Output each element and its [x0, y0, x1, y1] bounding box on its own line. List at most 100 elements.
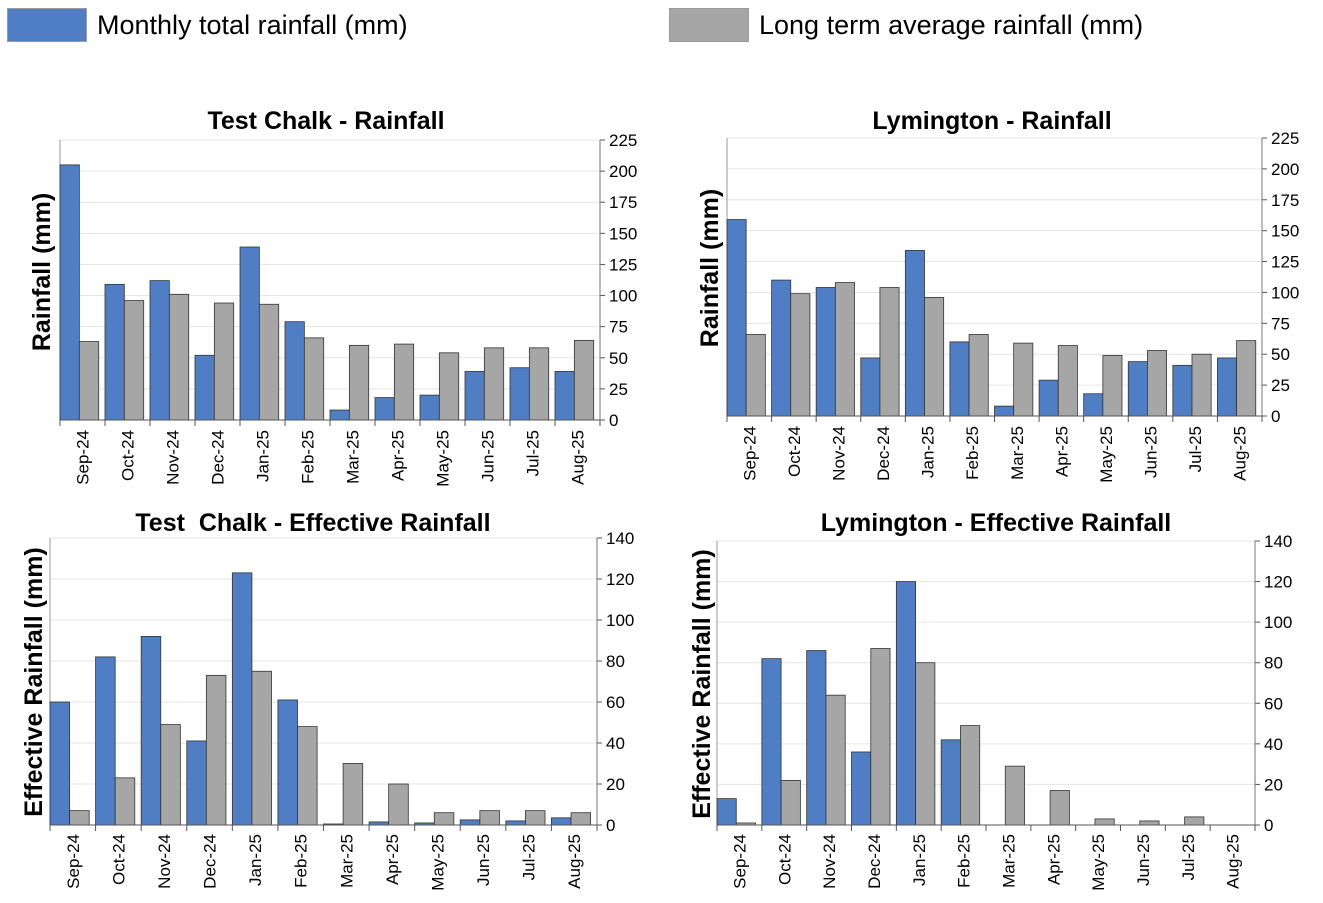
x-tick-label-jul-25: Jul-25 — [520, 834, 539, 880]
y-tick-label: 200 — [1271, 160, 1299, 179]
bar-average-may-25 — [1094, 818, 1115, 826]
bar-average-mar-25 — [1004, 765, 1025, 826]
x-tick-label-dec-24: Dec-24 — [209, 430, 228, 485]
y-axis-label: Effective Rainfall (mm) — [688, 549, 716, 819]
x-tick-label-dec-24: Dec-24 — [201, 834, 220, 889]
x-tick-label-aug-25: Aug-25 — [1224, 834, 1243, 889]
y-tick-label: 150 — [1271, 222, 1299, 241]
x-tick-label-may-25: May-25 — [428, 834, 447, 891]
chart-title: Lymington - Rainfall — [872, 107, 1111, 135]
y-tick-label: 100 — [606, 611, 634, 630]
x-tick-label-mar-25: Mar-25 — [1008, 426, 1027, 480]
legend-item-average: Long term average rainfall (mm) — [669, 7, 1143, 43]
bar-average-jun-25 — [1139, 820, 1160, 826]
bar-average-apr-25 — [1049, 790, 1070, 826]
y-tick-label: 100 — [609, 287, 637, 306]
y-tick-label: 0 — [1271, 407, 1280, 426]
x-tick-label-apr-25: Apr-25 — [1052, 426, 1071, 477]
y-axis-label: Rainfall (mm) — [696, 189, 724, 347]
y-axis-label: Rainfall (mm) — [28, 193, 56, 351]
x-tick-label-jul-25: Jul-25 — [1179, 834, 1198, 880]
legend: Monthly total rainfall (mm) Long term av… — [0, 0, 1323, 50]
x-tick-label-feb-25: Feb-25 — [963, 426, 982, 480]
bar-average-dec-24 — [870, 648, 891, 826]
x-tick-label-aug-25: Aug-25 — [569, 430, 588, 485]
x-tick-label-sep-24: Sep-24 — [64, 834, 83, 889]
y-tick-label: 50 — [609, 349, 628, 368]
x-tick-label-may-25: May-25 — [1097, 426, 1116, 483]
y-tick-label: 25 — [1271, 376, 1290, 395]
x-tick-label-jun-25: Jun-25 — [474, 834, 493, 886]
bar-average-jul-25 — [1184, 816, 1205, 826]
chart-title: Test Chalk - Rainfall — [207, 107, 444, 135]
y-tick-label: 0 — [609, 411, 618, 430]
x-tick-label-jan-25: Jan-25 — [254, 430, 273, 482]
x-tick-label-jan-25: Jan-25 — [919, 426, 938, 478]
y-tick-label: 60 — [606, 693, 625, 712]
x-tick-label-feb-25: Feb-25 — [299, 430, 318, 484]
x-tick-label-may-25: May-25 — [434, 430, 453, 487]
x-tick-label-may-25: May-25 — [1089, 834, 1108, 891]
y-tick-label: 40 — [606, 734, 625, 753]
bar-monthly-feb-25 — [940, 739, 961, 826]
legend-label-average: Long term average rainfall (mm) — [759, 9, 1144, 40]
y-axis-label: Effective Rainfall (mm) — [20, 547, 48, 817]
x-tick-label-oct-24: Oct-24 — [785, 426, 804, 477]
y-tick-label: 100 — [1271, 283, 1299, 302]
y-tick-label: 20 — [1264, 775, 1283, 794]
y-tick-label: 20 — [606, 775, 625, 794]
y-tick-label: 140 — [1264, 532, 1292, 551]
bar-monthly-oct-24 — [761, 658, 782, 826]
x-tick-label-apr-25: Apr-25 — [1044, 834, 1063, 885]
x-tick-label-sep-24: Sep-24 — [740, 426, 759, 481]
x-tick-label-nov-24: Nov-24 — [820, 834, 839, 889]
x-tick-label-jun-25: Jun-25 — [479, 430, 498, 482]
y-tick-label: 120 — [1264, 573, 1292, 592]
x-tick-label-mar-25: Mar-25 — [344, 430, 363, 484]
y-tick-label: 50 — [1271, 345, 1290, 364]
bar-monthly-sep-24 — [716, 798, 737, 826]
x-tick-label-oct-24: Oct-24 — [109, 834, 128, 885]
x-tick-label-nov-24: Nov-24 — [155, 834, 174, 889]
bar-average-feb-25 — [960, 725, 981, 826]
y-tick-label: 175 — [1271, 191, 1299, 210]
x-tick-label-jun-25: Jun-25 — [1134, 834, 1153, 886]
y-tick-label: 60 — [1264, 694, 1283, 713]
y-tick-label: 75 — [1271, 314, 1290, 333]
y-tick-label: 175 — [609, 193, 637, 212]
y-tick-label: 120 — [606, 570, 634, 589]
y-tick-label: 0 — [606, 816, 615, 835]
x-tick-label-aug-25: Aug-25 — [1231, 426, 1250, 481]
y-tick-label: 80 — [606, 652, 625, 671]
y-tick-label: 150 — [609, 224, 637, 243]
y-tick-label: 0 — [1264, 816, 1273, 835]
y-tick-label: 100 — [1264, 613, 1292, 632]
y-tick-label: 225 — [609, 131, 637, 150]
y-tick-label: 225 — [1271, 129, 1299, 148]
chart-title: Lymington - Effective Rainfall — [821, 509, 1172, 537]
bar-average-nov-24 — [825, 694, 846, 826]
x-tick-label-aug-25: Aug-25 — [565, 834, 584, 889]
y-tick-label: 40 — [1264, 735, 1283, 754]
y-tick-label: 200 — [609, 162, 637, 181]
legend-label-monthly: Monthly total rainfall (mm) — [97, 9, 408, 40]
x-tick-label-jul-25: Jul-25 — [524, 430, 543, 476]
y-tick-label: 25 — [609, 380, 628, 399]
bar-monthly-jan-25 — [895, 581, 917, 826]
x-tick-label-jan-25: Jan-25 — [910, 834, 929, 886]
legend-swatch-average — [669, 8, 749, 42]
chart-title: Test Chalk - Effective Rainfall — [135, 509, 490, 537]
x-tick-label-mar-25: Mar-25 — [337, 834, 356, 888]
x-tick-label-mar-25: Mar-25 — [999, 834, 1018, 888]
x-tick-label-feb-25: Feb-25 — [292, 834, 311, 888]
x-tick-label-feb-25: Feb-25 — [955, 834, 974, 888]
y-tick-label: 125 — [609, 255, 637, 274]
y-tick-label: 75 — [609, 318, 628, 337]
x-tick-label-oct-24: Oct-24 — [775, 834, 794, 885]
x-tick-label-apr-25: Apr-25 — [389, 430, 408, 481]
y-tick-label: 140 — [606, 529, 634, 548]
